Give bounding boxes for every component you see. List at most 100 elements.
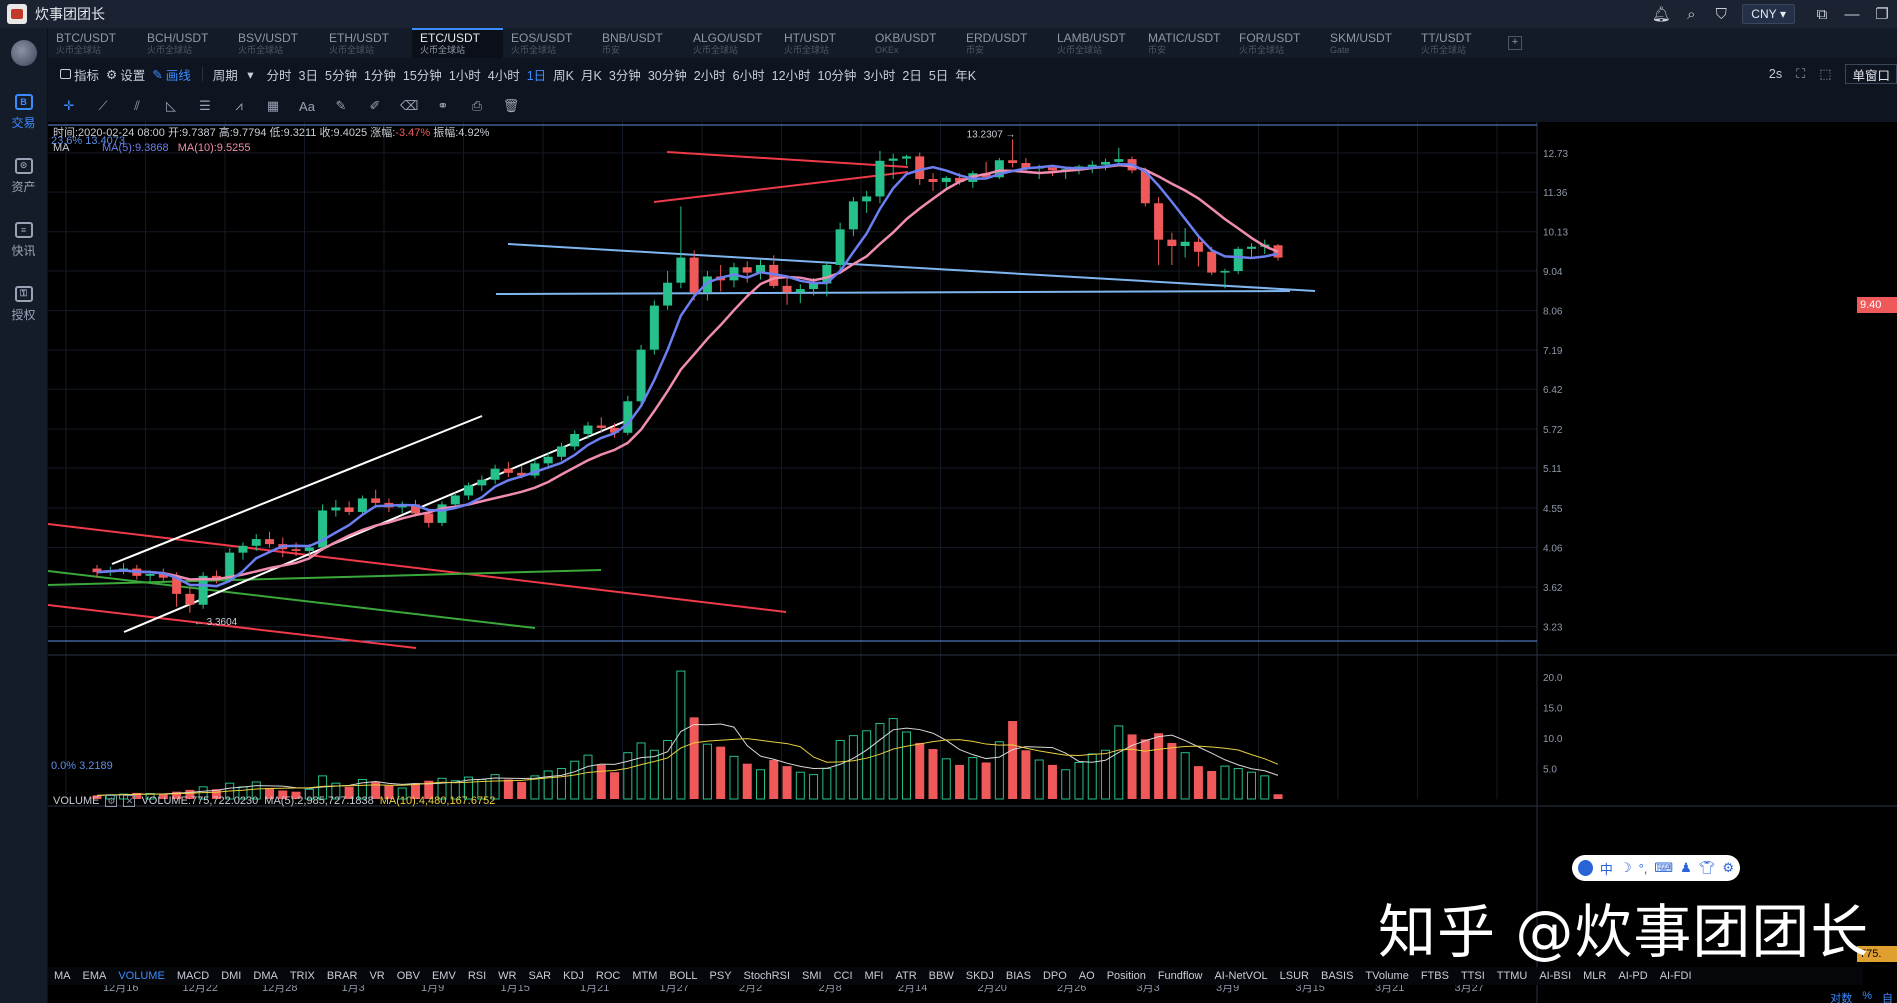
shirt-icon[interactable]: ⛉ (1715, 5, 1727, 23)
pair-tab-bsv-usdt[interactable]: BSV/USDT 火币全球站 (230, 28, 321, 58)
pen-icon[interactable]: ✐ (369, 98, 381, 113)
indicator-atr[interactable]: ATR (895, 970, 917, 982)
skin-icon[interactable]: 👕︎ (1698, 860, 1716, 875)
indicator-emv[interactable]: EMV (431, 970, 456, 982)
indicator-kdj[interactable]: KDJ (563, 970, 584, 982)
sidebar-item-assets[interactable]: ⊙ 资产 (0, 144, 47, 208)
interval-option[interactable]: 2小时 (693, 68, 726, 83)
user-icon[interactable]: ♟ (1680, 860, 1692, 875)
chinese-mode-icon[interactable]: 中 (1599, 861, 1613, 877)
indicator-fundflow[interactable]: Fundflow (1157, 970, 1203, 982)
settings-small-icon[interactable]: ⚙ (105, 795, 118, 807)
scale-option[interactable]: 对数 (1830, 993, 1853, 1003)
indicator-skdj[interactable]: SKDJ (965, 970, 994, 982)
pair-tab-for-usdt[interactable]: FOR/USDT 火币全球站 (1231, 28, 1322, 58)
interval-option[interactable]: 1日 (526, 68, 547, 83)
line-icon[interactable]: ⟋ (98, 98, 108, 113)
interval-option[interactable]: 15分钟 (402, 68, 442, 83)
interval-option[interactable]: 分时 (266, 68, 292, 83)
fullscreen-icon[interactable]: ⛶ (1796, 66, 1806, 81)
interval-option[interactable]: 5分钟 (325, 68, 357, 83)
indicator-ma[interactable]: MA (54, 970, 71, 982)
screenshot-icon[interactable]: ⬚ (1819, 66, 1832, 81)
indicator-ai-bsi[interactable]: AI-BSI (1539, 970, 1572, 982)
indicator-dmi[interactable]: DMI (221, 970, 242, 982)
angle-icon[interactable]: ◺ (166, 98, 176, 113)
indicator-ai-pd[interactable]: AI-PD (1618, 970, 1648, 982)
refresh-interval[interactable]: 2s (1768, 67, 1783, 81)
indicator-cci[interactable]: CCI (833, 970, 853, 982)
indicator-psy[interactable]: PSY (709, 970, 732, 982)
indicator-wr[interactable]: WR (498, 970, 517, 982)
settings-button[interactable]: ⚙ 设置 (106, 65, 152, 84)
keyboard-icon[interactable]: ⌨ (1654, 860, 1674, 875)
close-icon[interactable]: ✕ (123, 795, 136, 807)
eraser-icon[interactable]: ⌫ (400, 98, 419, 113)
indicator-rsi[interactable]: RSI (467, 970, 487, 982)
indicator-obv[interactable]: OBV (396, 970, 420, 982)
indicator-bbw[interactable]: BBW (928, 970, 954, 982)
interval-option[interactable]: 12小时 (771, 68, 811, 83)
indicator-bias[interactable]: BIAS (1005, 970, 1031, 982)
draw-button[interactable]: ✎ 画线 (152, 65, 198, 84)
indicator-dma[interactable]: DMA (253, 970, 278, 982)
indicator-ttsi[interactable]: TTSI (1460, 970, 1485, 982)
interval-option[interactable]: 2日 (902, 68, 922, 83)
interval-option[interactable]: 3日 (298, 68, 318, 83)
indicator-smi[interactable]: SMI (802, 970, 822, 982)
minimize-icon[interactable]: — (1844, 5, 1860, 23)
pair-tab-tt-usdt[interactable]: TT/USDT 火币全球站 (1413, 28, 1504, 58)
indicator-tvolume[interactable]: TVolume (1365, 970, 1409, 982)
single-window-button[interactable]: 单窗口 (1845, 64, 1897, 84)
sidebar-item-auth[interactable]: ⚿ 授权 (0, 272, 47, 336)
interval-option[interactable]: 3小时 (863, 68, 896, 83)
fib-icon[interactable]: ▦ (266, 98, 280, 113)
sidebar-item-news[interactable]: ≡ 快讯 (0, 208, 47, 272)
indicator-sar[interactable]: SAR (528, 970, 552, 982)
interval-option[interactable]: 5日 (928, 68, 949, 83)
add-pair-button[interactable]: + (1508, 36, 1522, 50)
indicator-mfi[interactable]: MFI (864, 970, 884, 982)
interval-option[interactable]: 30分钟 (647, 68, 687, 83)
interval-option[interactable]: 月K (581, 68, 602, 83)
pair-tab-lamb-usdt[interactable]: LAMB/USDT 火币全球站 (1049, 28, 1140, 58)
bell-icon[interactable]: 🔔︎ (1651, 6, 1671, 23)
indicator-ao[interactable]: AO (1078, 970, 1095, 982)
indicator-mtm[interactable]: MTM (632, 970, 658, 982)
period-select[interactable]: 周期 ▾ (213, 65, 261, 84)
indicator-brar[interactable]: BRAR (326, 970, 358, 982)
pair-tab-matic-usdt[interactable]: MATIC/USDT 币安 (1140, 28, 1231, 58)
input-method-toolbar[interactable]: 中 ☽ °, ⌨ ♟ 👕︎ ⚙ (1572, 855, 1740, 881)
indicator-button[interactable]: 指标 (60, 65, 106, 84)
indicator-ai-fdi[interactable]: AI-FDI (1659, 970, 1692, 982)
pair-tab-erd-usdt[interactable]: ERD/USDT 币安 (958, 28, 1049, 58)
pair-tab-okb-usdt[interactable]: OKB/USDT OKEx (867, 28, 958, 58)
punctuation-icon[interactable]: °, (1638, 860, 1648, 876)
scale-option[interactable]: % (1862, 990, 1872, 1002)
pair-tab-skm-usdt[interactable]: SKM/USDT Gate (1322, 28, 1413, 58)
interval-option[interactable]: 1分钟 (363, 68, 396, 83)
interval-option[interactable]: 1小时 (448, 68, 481, 83)
interval-option[interactable]: 周K (553, 68, 575, 83)
pair-tab-eos-usdt[interactable]: EOS/USDT 火币全球站 (503, 28, 594, 58)
channel-icon[interactable]: ⫽ (134, 98, 140, 113)
gear-icon[interactable]: ⚙ (1722, 860, 1734, 875)
scale-option[interactable]: 自 (1882, 993, 1893, 1003)
indicator-vr[interactable]: VR (369, 970, 385, 982)
restore-icon[interactable]: ❐ (1875, 6, 1889, 23)
indicator-roc[interactable]: ROC (595, 970, 621, 982)
wave-icon[interactable]: ⩘ (235, 98, 243, 113)
indicator-basis[interactable]: BASIS (1321, 970, 1354, 982)
indicator-ftbs[interactable]: FTBS (1420, 970, 1449, 982)
lock-icon[interactable]: ⎙ (471, 98, 483, 113)
indicator-volume[interactable]: VOLUME (118, 970, 165, 982)
horizontal-icon[interactable]: ☰ (199, 98, 211, 113)
indicator-position[interactable]: Position (1106, 970, 1146, 982)
trash-icon[interactable]: 🗑 (502, 98, 520, 113)
interval-option[interactable]: 4小时 (487, 68, 520, 83)
crosshair-icon[interactable]: ✛ (63, 98, 75, 113)
link-icon[interactable]: ⚭ (437, 98, 449, 113)
pair-tab-bch-usdt[interactable]: BCH/USDT 火币全球站 (139, 28, 230, 58)
indicator-dpo[interactable]: DPO (1042, 970, 1067, 982)
price-chart[interactable]: 13.2307 → ← 3.3604 12.73 11.36 10.13 9.04 8.06… (48, 122, 1897, 1003)
